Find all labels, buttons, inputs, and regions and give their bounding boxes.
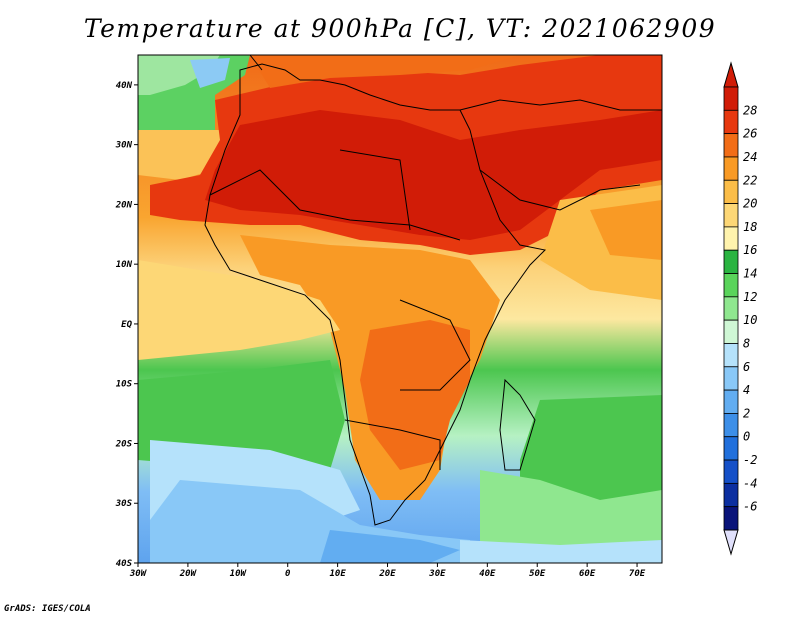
lon-label: 70E [629, 569, 646, 579]
colorbar-label: -2 [743, 453, 757, 467]
colorbar-swatch [723, 86, 739, 111]
lon-label: 20W [179, 569, 198, 579]
colorbar-label: 4 [743, 383, 750, 397]
lon-label: 50E [529, 569, 546, 579]
lat-label: 40N [116, 81, 133, 91]
colorbar-swatch [723, 343, 739, 368]
colorbar-swatch [723, 319, 739, 344]
lat-label: 40S [116, 559, 133, 569]
colorbar-swatch [723, 156, 739, 181]
colorbar-low-arrow [723, 529, 739, 556]
lon-label: 40E [479, 569, 496, 579]
colorbar-swatch [723, 389, 739, 414]
lon-label: 10E [329, 569, 346, 579]
lon-label: 0 [285, 569, 291, 579]
lat-label: 20N [115, 200, 133, 210]
colorbar-label: 14 [743, 267, 757, 281]
colorbar-swatch [723, 413, 739, 438]
temperature-field [138, 55, 662, 563]
colorbar-label: -6 [743, 500, 757, 514]
colorbar-swatch [723, 226, 739, 251]
lat-label: 10N [116, 260, 133, 270]
colorbar-label: 6 [743, 360, 750, 374]
grads-credit: GrADS: IGES/COLA [4, 604, 91, 614]
lon-label: 20E [378, 569, 396, 579]
colorbar-label: 18 [743, 220, 757, 234]
lat-label: 20S [115, 439, 133, 449]
lon-label: 30W [129, 569, 148, 579]
colorbar-label: 8 [743, 336, 750, 350]
colorbar-swatch [723, 133, 739, 158]
colorbar-swatch [723, 506, 739, 531]
colorbar-swatch [723, 436, 739, 461]
colorbar-swatch [723, 459, 739, 484]
longitude-axis: 30W 20W 10W 0 10E 20E 30E 40E 50E 60E 70E [129, 563, 646, 579]
colorbar-swatch [723, 482, 739, 508]
colorbar-swatch [723, 296, 739, 321]
colorbar-swatch [723, 273, 739, 298]
colorbar-label: 0 [743, 430, 750, 444]
colorbar-label: 10 [743, 313, 757, 327]
lon-label: 60E [579, 569, 596, 579]
colorbar-swatch [723, 179, 739, 204]
colorbar-swatch [723, 109, 739, 135]
colorbar-label: -4 [743, 476, 757, 490]
colorbar-swatch [723, 249, 739, 274]
lon-label: 10W [230, 569, 248, 579]
lat-label: 30S [115, 499, 133, 509]
colorbar-high-arrow [723, 61, 739, 88]
colorbar-swatch [723, 203, 739, 228]
latitude-axis: 40N 30N 20N 10N EQ 10S 20S 30S 40S [115, 81, 138, 569]
colorbar-label: 28 [743, 103, 757, 117]
lat-label: 30N [115, 141, 133, 151]
colorbar-label: 12 [743, 290, 757, 304]
map-frame [137, 54, 663, 564]
colorbar-label: 24 [743, 150, 757, 164]
coastline-layer [204, 54, 662, 526]
colorbar-label: 20 [743, 197, 757, 211]
colorbar-swatch [723, 366, 739, 391]
lon-label: 30E [428, 569, 446, 579]
lat-label: 10S [116, 380, 133, 390]
lat-label: EQ [121, 320, 132, 330]
colorbar-label: 2 [743, 406, 750, 420]
colorbar-label: 26 [743, 127, 757, 141]
colorbar-label: 22 [743, 173, 757, 187]
colorbar-label: 16 [743, 243, 757, 257]
map-title: Temperature at 900hPa [C], VT: 202106290… [83, 14, 717, 43]
